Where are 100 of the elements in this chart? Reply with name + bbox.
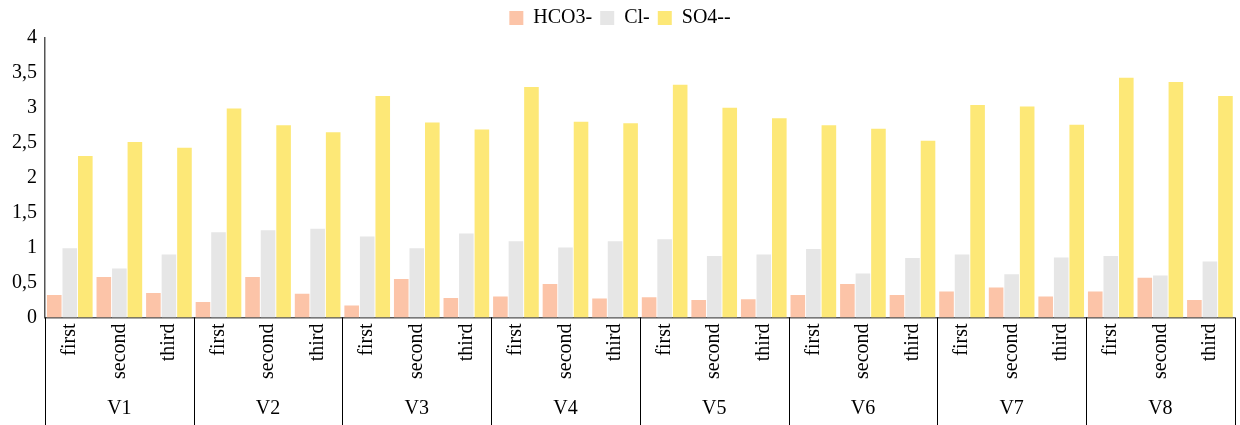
bar bbox=[806, 248, 821, 318]
x-tick-label: second bbox=[998, 323, 1021, 380]
text: V6 bbox=[850, 396, 876, 419]
bar bbox=[425, 122, 440, 318]
x-tick-label: second bbox=[255, 323, 278, 380]
bar bbox=[1119, 77, 1134, 318]
legend-label: Cl- bbox=[624, 5, 650, 28]
bar bbox=[146, 293, 161, 318]
bar bbox=[954, 254, 970, 318]
x-tick-label: second bbox=[106, 323, 129, 380]
bar bbox=[294, 293, 310, 318]
x-tick-label: third bbox=[602, 323, 625, 362]
bar bbox=[1087, 291, 1103, 318]
bar bbox=[641, 297, 657, 318]
bar bbox=[276, 125, 291, 318]
x-tick-label: third bbox=[1197, 323, 1220, 362]
bar bbox=[493, 296, 508, 318]
bar bbox=[1187, 300, 1202, 318]
y-tick-label: 3 bbox=[27, 95, 37, 118]
bar bbox=[1202, 261, 1218, 318]
bar bbox=[657, 239, 672, 318]
bar bbox=[325, 132, 341, 318]
bar bbox=[706, 255, 722, 318]
bar bbox=[161, 254, 177, 318]
bar bbox=[195, 302, 211, 318]
bar bbox=[524, 86, 539, 318]
bar bbox=[177, 147, 192, 318]
bar bbox=[855, 273, 871, 318]
y-tick-label: 2 bbox=[27, 164, 37, 187]
bar bbox=[623, 123, 638, 318]
x-tick-label: first bbox=[354, 323, 377, 356]
bar bbox=[459, 233, 474, 318]
bar bbox=[112, 268, 127, 318]
x-tick-label: second bbox=[404, 323, 427, 380]
bar bbox=[558, 247, 573, 318]
bar bbox=[359, 236, 375, 318]
x-tick-label: first bbox=[57, 323, 80, 356]
bar bbox=[226, 108, 242, 318]
bar bbox=[1168, 82, 1184, 318]
bar bbox=[508, 241, 524, 318]
text: V1 bbox=[107, 396, 132, 419]
legend-label: SO4-- bbox=[681, 5, 731, 28]
text: V3 bbox=[404, 396, 430, 419]
bar bbox=[1069, 124, 1085, 318]
y-tick-label: 2,5 bbox=[12, 130, 37, 153]
bar bbox=[443, 297, 459, 318]
bar bbox=[1137, 277, 1153, 318]
bar bbox=[722, 107, 738, 318]
bar bbox=[127, 142, 143, 318]
bar bbox=[96, 276, 112, 318]
x-tick-label: third bbox=[751, 323, 774, 362]
bar bbox=[592, 298, 607, 318]
bar bbox=[821, 125, 837, 318]
bar bbox=[1004, 274, 1019, 318]
y-tick-label: 0 bbox=[27, 304, 37, 327]
x-tick-label: third bbox=[156, 323, 179, 362]
x-tick-label: second bbox=[701, 323, 724, 380]
x-tick-label: third bbox=[899, 323, 922, 362]
bar bbox=[1038, 296, 1053, 318]
y-tick-label: 3,5 bbox=[12, 60, 37, 83]
bar bbox=[573, 121, 589, 318]
bar bbox=[393, 279, 409, 318]
bar bbox=[310, 228, 325, 318]
bar bbox=[840, 283, 855, 318]
x-tick-label: first bbox=[800, 323, 823, 356]
x-tick-label: second bbox=[850, 323, 873, 380]
bar bbox=[344, 305, 359, 318]
x-tick-label: first bbox=[651, 323, 674, 356]
bar bbox=[245, 276, 260, 318]
bar bbox=[260, 230, 276, 318]
y-tick-label: 4 bbox=[27, 25, 37, 48]
x-tick-label: first bbox=[205, 323, 228, 356]
text: V5 bbox=[701, 396, 727, 419]
bar bbox=[607, 241, 623, 318]
bar bbox=[1019, 106, 1035, 318]
y-tick-label: 1 bbox=[27, 234, 37, 257]
bar bbox=[62, 248, 78, 318]
bar bbox=[920, 140, 936, 318]
bar bbox=[1153, 275, 1168, 318]
bar bbox=[871, 128, 886, 318]
legend-label: HCO3- bbox=[533, 5, 593, 28]
text: V4 bbox=[553, 396, 578, 419]
bar bbox=[988, 287, 1004, 318]
bar bbox=[691, 300, 706, 318]
bar bbox=[1218, 95, 1233, 318]
x-tick-label: third bbox=[304, 323, 327, 362]
bar bbox=[542, 283, 558, 318]
bar bbox=[889, 295, 905, 318]
bar bbox=[375, 95, 391, 318]
y-tick-label: 0,5 bbox=[12, 269, 37, 292]
bar bbox=[211, 232, 226, 318]
x-tick-label: first bbox=[503, 323, 526, 356]
x-tick-label: third bbox=[1048, 323, 1071, 362]
x-tick-label: first bbox=[1098, 323, 1121, 356]
bar bbox=[78, 156, 93, 318]
text: V2 bbox=[255, 396, 281, 419]
bar bbox=[1053, 257, 1069, 318]
bar bbox=[939, 291, 954, 318]
text: V7 bbox=[999, 396, 1024, 419]
text: V8 bbox=[1148, 396, 1173, 419]
